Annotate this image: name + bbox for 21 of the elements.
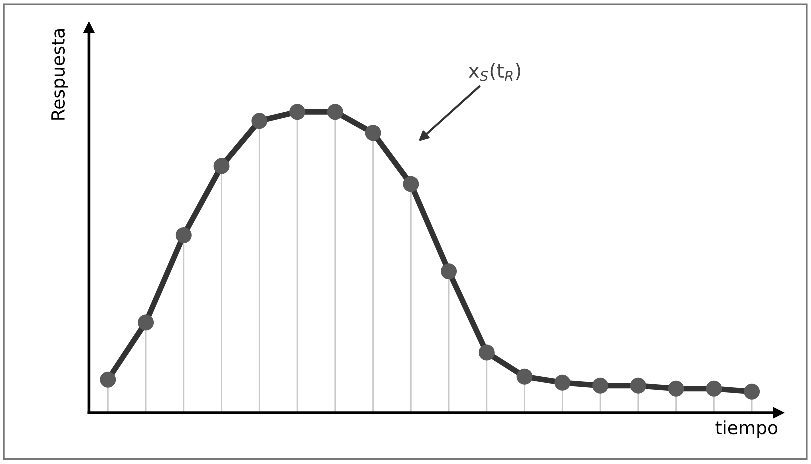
point xyxy=(668,380,684,397)
point xyxy=(138,314,154,331)
point xyxy=(290,104,306,120)
point xyxy=(252,113,268,130)
point xyxy=(478,344,495,361)
x-axis-title: tiempo xyxy=(716,420,778,438)
point xyxy=(176,227,192,244)
point xyxy=(403,176,420,192)
point xyxy=(630,378,646,394)
point xyxy=(744,384,760,400)
point xyxy=(554,374,571,391)
point xyxy=(441,264,458,280)
y-axis-title: Respuesta xyxy=(52,29,69,120)
point xyxy=(706,380,722,397)
point xyxy=(327,104,344,120)
text: x$_{S}$(t$_{R}$) xyxy=(468,63,521,82)
point xyxy=(214,158,230,174)
point xyxy=(365,125,382,142)
point xyxy=(592,378,609,394)
point xyxy=(516,368,533,385)
point xyxy=(100,372,116,388)
